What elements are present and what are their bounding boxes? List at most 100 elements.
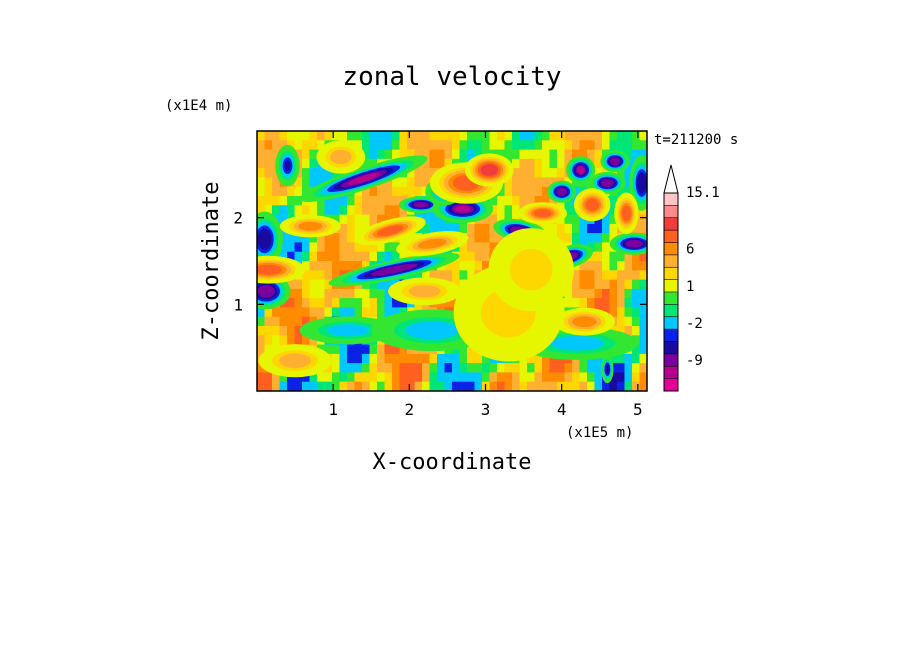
field-cell [309, 140, 318, 151]
field-cell [639, 316, 647, 327]
field-cell [302, 168, 311, 178]
field-cell [414, 131, 423, 141]
field-cell [362, 140, 371, 151]
field-cell [422, 131, 431, 141]
field-cell [474, 251, 483, 262]
field-cell [264, 372, 273, 383]
field-cell [639, 223, 647, 234]
field-cell [482, 214, 491, 225]
field-cell [294, 205, 303, 216]
field-cell [437, 270, 446, 281]
field-cell [534, 186, 543, 197]
field-cell [392, 353, 401, 364]
field-cell [474, 261, 483, 271]
field-cell [572, 288, 581, 299]
field-cell [302, 372, 311, 383]
field-cell [339, 344, 348, 355]
field-cell [632, 344, 641, 355]
field-cell [444, 353, 453, 364]
field-cell [264, 335, 273, 346]
contour-core [455, 205, 471, 213]
field-cell [354, 242, 363, 253]
contour-features [257, 140, 647, 384]
field-cell [272, 186, 281, 197]
field-cell [407, 186, 416, 197]
field-cell [437, 223, 446, 234]
field-cell [624, 372, 633, 383]
field-cell [377, 251, 386, 262]
field-cell [294, 242, 303, 253]
field-cell [347, 205, 356, 216]
field-cell [354, 372, 363, 383]
contour-core [336, 326, 361, 334]
field-cell [632, 131, 641, 141]
field-cell [377, 298, 386, 308]
contour-core [302, 223, 318, 230]
field-cell [422, 270, 431, 281]
field-cell [467, 363, 476, 373]
field-cell [407, 140, 416, 151]
field-cell [557, 223, 566, 234]
field-cell [399, 353, 408, 364]
field-cell [287, 233, 296, 243]
field-cell [587, 140, 596, 151]
field-cell [272, 326, 281, 336]
field-cell [264, 177, 273, 188]
field-cell [609, 196, 618, 206]
field-cell [272, 205, 281, 216]
field-cell [339, 288, 348, 299]
field-cell [257, 381, 266, 391]
field-cell [474, 381, 483, 391]
field-cell [377, 186, 386, 197]
field-cell [377, 353, 386, 364]
field-cell [287, 288, 296, 299]
field-cell [557, 363, 566, 373]
field-cell [527, 381, 536, 391]
field-cell [587, 270, 596, 281]
field-cell [422, 372, 431, 383]
field-cell [332, 307, 341, 318]
field-cell [272, 149, 281, 160]
field-cell [489, 196, 498, 206]
field-cell [579, 140, 588, 151]
field-cell [482, 223, 491, 234]
field-cell [609, 214, 618, 225]
field-cell [579, 233, 588, 243]
field-cell [482, 353, 491, 364]
contour-feature [589, 171, 626, 195]
field-cell [437, 149, 446, 160]
field-cell [437, 140, 446, 151]
colorbar-swatch [664, 242, 678, 256]
contour-feature [328, 252, 460, 287]
field-cell [429, 214, 438, 225]
field-cell [392, 140, 401, 151]
field-cell [489, 140, 498, 151]
field-cell [414, 140, 423, 151]
field-cell [459, 131, 468, 141]
field-cell [377, 307, 386, 318]
field-cell [392, 196, 401, 206]
field-cell [324, 205, 333, 216]
field-cell [399, 186, 408, 197]
field-cell [609, 363, 618, 373]
field-cell [429, 223, 438, 234]
x-axis-title: X-coordinate [373, 450, 532, 475]
field-cell [639, 344, 647, 355]
field-cell [632, 279, 641, 290]
field-cell [609, 223, 618, 234]
field-cell [459, 140, 468, 151]
field-cell [279, 307, 288, 318]
field-cell [632, 353, 641, 364]
field-cell [572, 233, 581, 243]
field-cell [429, 149, 438, 160]
field-cell [609, 140, 618, 151]
field-cell [639, 131, 647, 141]
contour-feature [609, 232, 647, 255]
field-cell [459, 149, 468, 160]
field-cell [317, 251, 326, 262]
field-cell [347, 242, 356, 253]
field-cell [482, 372, 491, 383]
field-cell [497, 363, 506, 373]
field-cell [377, 214, 386, 225]
x-axis-ticks: 1 2 3 4 5 [328, 131, 643, 419]
